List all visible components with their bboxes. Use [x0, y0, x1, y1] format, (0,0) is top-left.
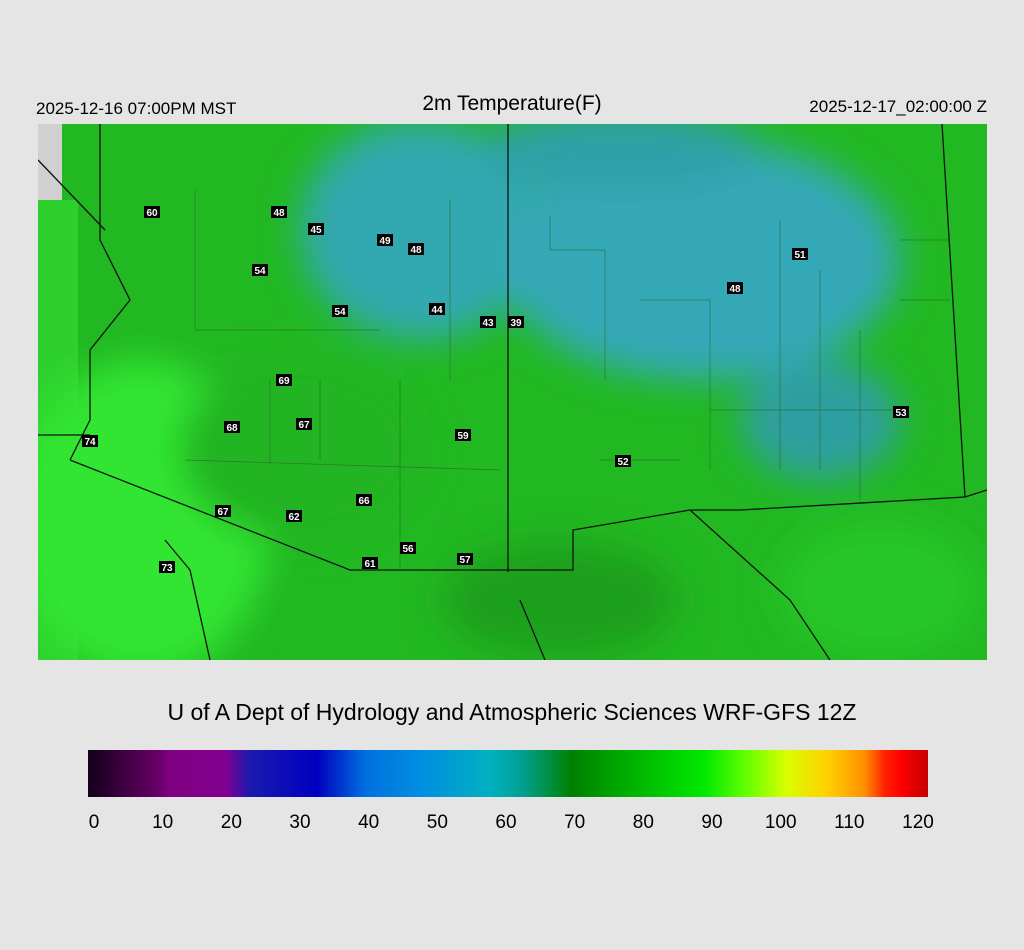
- station-value: 66: [358, 496, 370, 507]
- station-value: 54: [254, 266, 266, 277]
- station-box: [362, 557, 378, 569]
- station-value: 60: [146, 208, 158, 219]
- colorbar-tick-label: 120: [902, 812, 934, 833]
- station-value: 52: [617, 457, 629, 468]
- station-value: 61: [364, 559, 376, 570]
- station-box: [455, 429, 471, 441]
- station-value: 67: [217, 507, 229, 518]
- station-box: [286, 510, 302, 522]
- station-box: [356, 494, 372, 506]
- station-value: 43: [482, 318, 494, 329]
- station-box: [224, 421, 240, 433]
- station-value: 51: [794, 250, 806, 261]
- station-value: 59: [457, 431, 469, 442]
- station-value: 73: [161, 563, 173, 574]
- station-box: [296, 418, 312, 430]
- station-value: 62: [288, 512, 300, 523]
- station-value: 69: [278, 376, 290, 387]
- station-box: [893, 406, 909, 418]
- colorbar-tick-label: 10: [152, 812, 173, 833]
- colorbar-tick-label: 100: [765, 812, 797, 833]
- colorbar-tick-label: 50: [427, 812, 448, 833]
- station-value: 49: [379, 236, 391, 247]
- station-value: 53: [895, 408, 907, 419]
- station-value: 45: [310, 225, 322, 236]
- station-value: 44: [431, 305, 443, 316]
- colorbar-tick-label: 110: [834, 812, 864, 833]
- colorbar-tick-label: 80: [633, 812, 654, 833]
- station-value: 68: [226, 423, 238, 434]
- valid-utc: 2025-12-17_02:00:00 Z: [809, 97, 987, 116]
- station-value: 57: [459, 555, 471, 566]
- colorbar-tick-label: 20: [221, 812, 242, 833]
- station-value: 48: [410, 245, 422, 256]
- station-box: [480, 316, 496, 328]
- station-box: [276, 374, 292, 386]
- station-value: 48: [273, 208, 285, 219]
- station-box: [82, 435, 98, 447]
- station-box: [252, 264, 268, 276]
- station-value: 39: [510, 318, 522, 329]
- station-value: 56: [402, 544, 414, 555]
- credit: U of A Dept of Hydrology and Atmospheric…: [167, 699, 856, 725]
- station-box: [159, 561, 175, 573]
- map: [38, 124, 987, 660]
- colorbar-ticks: 0 10 20 30 40 50 60 70 80 90 100 110 120: [89, 812, 934, 833]
- valid-local: 2025-12-16 07:00PM MST: [36, 99, 236, 118]
- station-box: [429, 303, 445, 315]
- station-box: [271, 206, 287, 218]
- colorbar-tick-label: 70: [564, 812, 585, 833]
- station-box: [615, 455, 631, 467]
- station-box: [457, 553, 473, 565]
- station-value: 74: [84, 437, 96, 448]
- station-value: 54: [334, 307, 346, 318]
- colorbar-tick-label: 60: [495, 812, 516, 833]
- station-box: [215, 505, 231, 517]
- station-box: [408, 243, 424, 255]
- station-box: [144, 206, 160, 218]
- station-value: 48: [729, 284, 741, 295]
- colorbar-tick-label: 90: [701, 812, 722, 833]
- station-box: [792, 248, 808, 260]
- colorbar: [88, 750, 928, 797]
- station-box: [508, 316, 524, 328]
- colorbar-tick-label: 40: [358, 812, 379, 833]
- station-box: [308, 223, 324, 235]
- colorbar-tick-label: 0: [89, 812, 100, 833]
- map-title: 2m Temperature(F): [422, 92, 601, 115]
- station-box: [727, 282, 743, 294]
- station-box: [377, 234, 393, 246]
- station-box: [332, 305, 348, 317]
- station-labels: 60 48 45 49 48 54 54 44 43 39 69 68 67 59 74 67 62 66 56 57…: [82, 206, 909, 574]
- station-box: [400, 542, 416, 554]
- station-value: 67: [298, 420, 310, 431]
- colorbar-tick-label: 30: [289, 812, 310, 833]
